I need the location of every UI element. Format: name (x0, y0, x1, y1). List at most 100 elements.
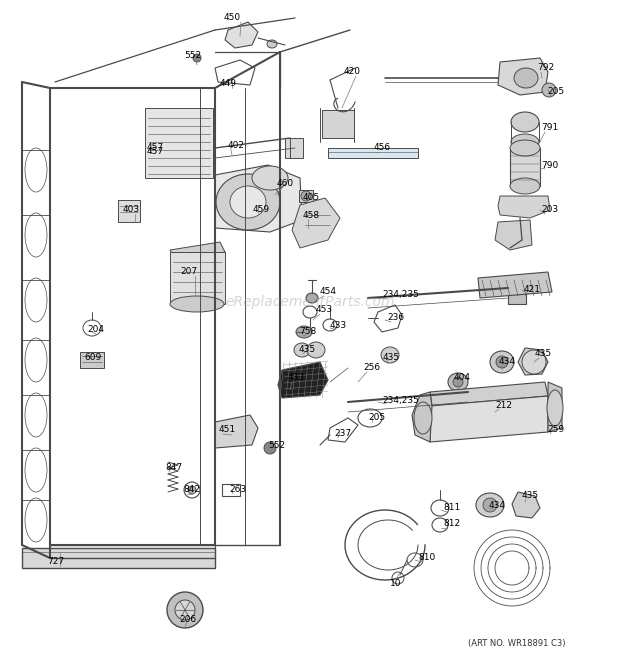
Polygon shape (430, 382, 548, 406)
Text: 10: 10 (390, 580, 402, 588)
Text: 205: 205 (368, 414, 385, 422)
Text: 203: 203 (541, 206, 558, 215)
Ellipse shape (188, 486, 196, 494)
Ellipse shape (514, 68, 538, 88)
Text: 433: 433 (330, 321, 347, 329)
Text: 790: 790 (541, 161, 558, 169)
Text: 811: 811 (443, 504, 460, 512)
Text: 435: 435 (299, 346, 316, 354)
Polygon shape (478, 272, 552, 298)
Bar (510, 148, 540, 186)
Polygon shape (412, 392, 432, 442)
Ellipse shape (510, 140, 540, 156)
Text: 435: 435 (522, 490, 539, 500)
Text: 421: 421 (524, 286, 541, 295)
Text: 457: 457 (146, 143, 164, 153)
Text: 403: 403 (122, 206, 140, 215)
Bar (170, 252, 225, 304)
Ellipse shape (511, 112, 539, 132)
Text: 434: 434 (499, 358, 516, 366)
Text: 256: 256 (363, 364, 380, 373)
Ellipse shape (252, 166, 288, 190)
Text: 259: 259 (547, 426, 564, 434)
Text: 450: 450 (223, 13, 241, 22)
Bar (328, 148, 418, 158)
Text: 552: 552 (184, 52, 202, 61)
Text: 435: 435 (535, 350, 552, 358)
Text: 791: 791 (541, 124, 558, 132)
Text: 454: 454 (320, 288, 337, 297)
Polygon shape (512, 492, 540, 518)
Ellipse shape (296, 326, 312, 338)
Text: 453: 453 (316, 305, 333, 315)
Ellipse shape (294, 343, 310, 357)
Polygon shape (225, 22, 258, 48)
Text: eReplacementParts.com: eReplacementParts.com (225, 295, 395, 309)
Ellipse shape (476, 493, 504, 517)
Ellipse shape (167, 592, 203, 628)
Polygon shape (215, 415, 258, 448)
Polygon shape (22, 548, 215, 568)
Ellipse shape (453, 377, 463, 387)
Ellipse shape (307, 342, 325, 358)
Ellipse shape (496, 356, 508, 368)
Text: 847: 847 (165, 463, 182, 473)
Text: 405: 405 (303, 194, 320, 202)
Text: 402: 402 (228, 141, 245, 149)
Ellipse shape (522, 350, 546, 374)
Text: 263: 263 (229, 485, 246, 494)
Ellipse shape (448, 373, 468, 391)
Ellipse shape (216, 174, 280, 230)
Text: 727: 727 (48, 557, 64, 566)
Ellipse shape (414, 402, 432, 434)
Text: 420: 420 (343, 67, 360, 77)
Text: 458: 458 (303, 210, 320, 219)
Polygon shape (498, 58, 548, 95)
Polygon shape (498, 196, 550, 218)
Ellipse shape (230, 186, 266, 218)
Ellipse shape (267, 40, 277, 48)
Text: 204: 204 (87, 325, 105, 334)
Text: 460: 460 (277, 178, 294, 188)
Text: 449: 449 (219, 79, 236, 89)
Polygon shape (430, 396, 548, 442)
Text: 206: 206 (179, 615, 197, 625)
Text: 451: 451 (219, 426, 236, 434)
Bar (118, 200, 140, 222)
Ellipse shape (175, 600, 195, 620)
Ellipse shape (547, 390, 563, 426)
Ellipse shape (306, 293, 318, 303)
Ellipse shape (510, 178, 540, 194)
Text: 434: 434 (489, 500, 506, 510)
Text: 552: 552 (268, 442, 285, 451)
Text: 237: 237 (334, 430, 351, 438)
Polygon shape (292, 198, 340, 248)
Ellipse shape (264, 442, 276, 454)
Polygon shape (518, 348, 548, 375)
Text: 812: 812 (443, 520, 460, 529)
Ellipse shape (483, 498, 497, 512)
Text: 435: 435 (383, 354, 400, 362)
Text: 457: 457 (146, 147, 164, 157)
Ellipse shape (381, 347, 399, 363)
Ellipse shape (193, 54, 201, 62)
Polygon shape (278, 362, 328, 398)
Text: 404: 404 (454, 373, 471, 383)
Polygon shape (548, 382, 562, 432)
Bar (508, 282, 526, 304)
Text: 207: 207 (180, 268, 198, 276)
Bar (285, 138, 303, 158)
Text: 433: 433 (288, 373, 305, 383)
Text: 234,235: 234,235 (382, 395, 419, 405)
Bar (80, 352, 104, 368)
Text: 456: 456 (374, 143, 391, 153)
Text: 758: 758 (299, 327, 316, 336)
Polygon shape (495, 220, 532, 250)
Bar (145, 108, 213, 178)
Text: 236: 236 (387, 313, 404, 323)
Text: (ART NO. WR18891 C3): (ART NO. WR18891 C3) (467, 639, 565, 648)
Text: 842: 842 (183, 485, 200, 494)
Bar (222, 484, 240, 496)
Text: 810: 810 (418, 553, 435, 563)
Text: 234,235: 234,235 (382, 290, 419, 299)
